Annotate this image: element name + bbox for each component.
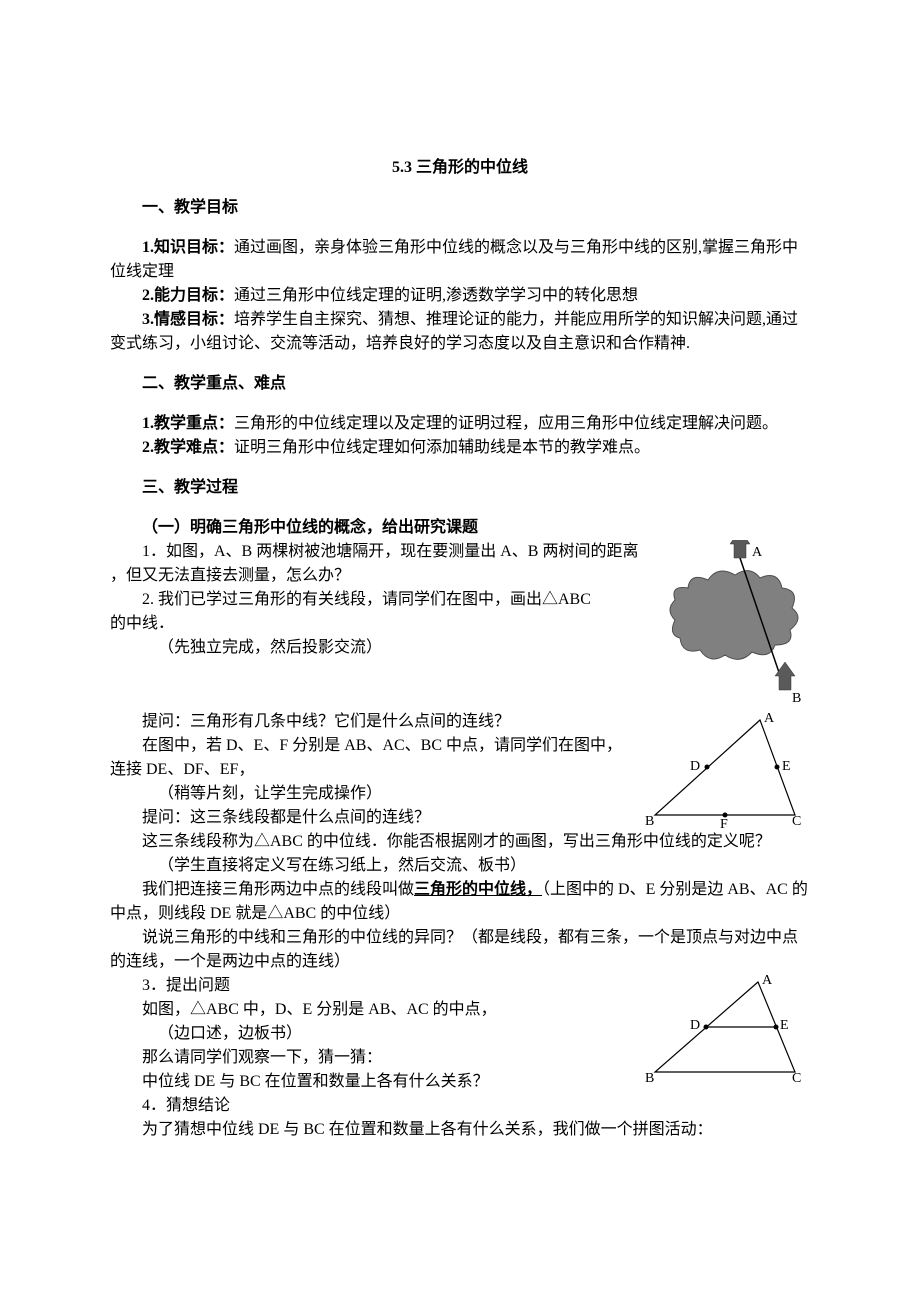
pond-icon: A B bbox=[660, 540, 810, 710]
label-B2: B bbox=[645, 814, 654, 829]
label-C3: C bbox=[792, 1071, 801, 1084]
label-B3: B bbox=[645, 1071, 654, 1084]
s3-p17: 4．猜想结论 bbox=[110, 1094, 810, 1118]
s2-item-1-label: 1.教学重点： bbox=[142, 415, 234, 432]
page-title: 5.3 三角形的中位线 bbox=[110, 156, 810, 180]
triangle-de-icon: A B C D E bbox=[640, 974, 810, 1084]
s3-p8: 这三条线段称为△ABC 的中位线．你能否根据刚才的画图，写出三角形中位线的定义呢… bbox=[110, 830, 810, 854]
figure-triangle-de: A B C D E bbox=[640, 974, 810, 1084]
triangle-def-icon: A B C D E F bbox=[640, 710, 810, 830]
s1-item-2: 2.能力目标：通过三角形中位线定理的证明,渗透数学学习中的转化思想 bbox=[110, 284, 810, 308]
label-E2: E bbox=[782, 759, 791, 774]
section-2-head: 二、教学重点、难点 bbox=[110, 372, 810, 396]
s2-item-2-label: 2.教学难点： bbox=[142, 439, 234, 456]
label-C2: C bbox=[792, 814, 801, 829]
section-3-sub1: （一）明确三角形中位线的概念，给出研究课题 bbox=[110, 516, 810, 540]
label-A3: A bbox=[762, 974, 773, 988]
figure-triangle-def: A B C D E F bbox=[640, 710, 810, 830]
s3-p10a: 我们把连接三角形两边中点的线段叫做 bbox=[142, 881, 414, 898]
s1-item-1-label: 1.知识目标： bbox=[142, 239, 234, 256]
s1-item-2-label: 2.能力目标： bbox=[142, 287, 234, 304]
label-A2: A bbox=[764, 711, 775, 726]
s2-item-1-text: 三角形的中位线定理以及定理的证明过程，应用三角形中位线定理解决问题。 bbox=[234, 415, 778, 432]
figure-pond: A B bbox=[660, 540, 810, 710]
label-F2: F bbox=[720, 817, 728, 830]
section-1-head: 一、教学目标 bbox=[110, 196, 810, 220]
s1-item-1: 1.知识目标：通过画图，亲身体验三角形中位线的概念以及与三角形中线的区别,掌握三… bbox=[110, 236, 810, 284]
s3-p18: 为了猜想中位线 DE 与 BC 在位置和数量上各有什么关系，我们做一个拼图活动： bbox=[110, 1118, 810, 1142]
s1-item-3-label: 3.情感目标： bbox=[142, 311, 234, 328]
label-E3: E bbox=[780, 1018, 789, 1033]
s3-p11: 说说三角形的中线和三角形的中位线的异同？（都是线段，都有三条，一个是顶点与对边中… bbox=[110, 926, 810, 974]
label-D3: D bbox=[690, 1018, 700, 1033]
label-D2: D bbox=[690, 759, 700, 774]
s3-p10: 我们把连接三角形两边中点的线段叫做三角形的中位线，（上图中的 D、E 分别是边 … bbox=[110, 878, 810, 926]
s3-p10b: 三角形的中位线， bbox=[414, 881, 542, 898]
label-A: A bbox=[752, 545, 763, 560]
s2-item-2-text: 证明三角形中位线定理如何添加辅助线是本节的教学难点。 bbox=[234, 439, 650, 456]
s1-item-2-text: 通过三角形中位线定理的证明,渗透数学学习中的转化思想 bbox=[234, 287, 638, 304]
label-B: B bbox=[792, 691, 801, 706]
document-page: 5.3 三角形的中位线 一、教学目标 1.知识目标：通过画图，亲身体验三角形中位… bbox=[0, 0, 920, 1302]
s2-item-1: 1.教学重点：三角形的中位线定理以及定理的证明过程，应用三角形中位线定理解决问题… bbox=[110, 412, 810, 436]
s2-item-2: 2.教学难点：证明三角形中位线定理如何添加辅助线是本节的教学难点。 bbox=[110, 436, 810, 460]
s1-item-3: 3.情感目标：培养学生自主探究、猜想、推理论证的能力，并能应用所学的知识解决问题… bbox=[110, 308, 810, 356]
section-3-head: 三、教学过程 bbox=[110, 476, 810, 500]
s3-p9: （学生直接将定义写在练习纸上，然后交流、板书） bbox=[110, 854, 810, 878]
